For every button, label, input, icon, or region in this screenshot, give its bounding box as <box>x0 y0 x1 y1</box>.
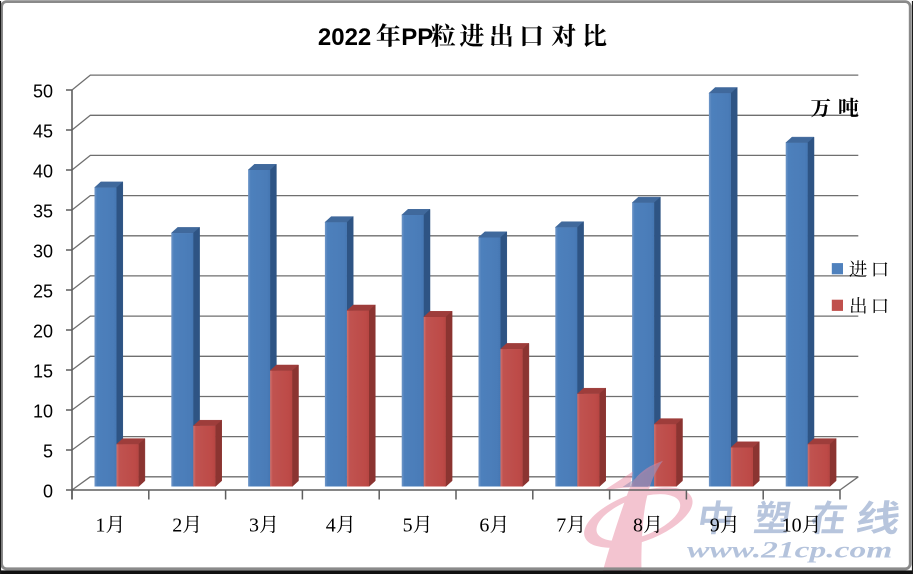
svg-text:5: 5 <box>43 441 53 461</box>
svg-text:2022: 2022 <box>318 24 371 51</box>
svg-text:20: 20 <box>33 321 53 341</box>
svg-text:9: 9 <box>710 515 720 537</box>
svg-text:PP: PP <box>401 24 433 51</box>
svg-text:4: 4 <box>326 515 336 537</box>
svg-text:25: 25 <box>33 281 53 301</box>
svg-text:10: 10 <box>782 515 802 537</box>
svg-text:50: 50 <box>33 81 53 101</box>
svg-text:7: 7 <box>556 515 566 537</box>
svg-text:2: 2 <box>172 515 182 537</box>
svg-text:5: 5 <box>403 515 413 537</box>
svg-text:3: 3 <box>249 515 259 537</box>
svg-text:35: 35 <box>33 201 53 221</box>
svg-text:45: 45 <box>33 121 53 141</box>
svg-text:30: 30 <box>33 241 53 261</box>
svg-text:6: 6 <box>479 515 489 537</box>
svg-text:0: 0 <box>43 481 53 501</box>
svg-text:1: 1 <box>95 515 105 537</box>
svg-text:40: 40 <box>33 161 53 181</box>
svg-text:www.21cp.com: www.21cp.com <box>687 537 892 563</box>
svg-text:15: 15 <box>33 361 53 381</box>
svg-text:8: 8 <box>633 515 643 537</box>
svg-text:10: 10 <box>33 401 53 421</box>
